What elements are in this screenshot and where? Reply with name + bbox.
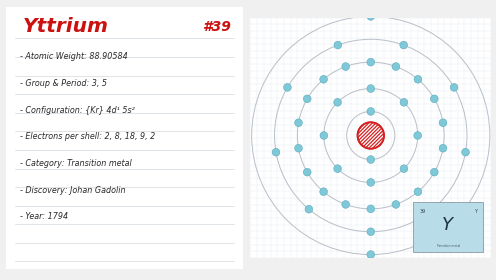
Circle shape [334, 165, 341, 172]
Text: - Year: 1794: - Year: 1794 [20, 213, 68, 221]
Circle shape [439, 119, 447, 127]
Circle shape [367, 58, 374, 66]
FancyBboxPatch shape [243, 10, 496, 265]
Text: Y: Y [442, 216, 453, 234]
Circle shape [320, 75, 327, 83]
Text: - Atomic Weight: 88.90584: - Atomic Weight: 88.90584 [20, 52, 128, 61]
Circle shape [367, 13, 374, 20]
Circle shape [367, 228, 374, 235]
Circle shape [367, 156, 374, 164]
Circle shape [439, 144, 447, 152]
Text: Transition metal: Transition metal [435, 244, 460, 248]
Text: - Configuration: {Kr} 4d¹ 5s²: - Configuration: {Kr} 4d¹ 5s² [20, 106, 135, 115]
Circle shape [304, 95, 311, 103]
Circle shape [295, 144, 303, 152]
Circle shape [304, 168, 311, 176]
Text: Y: Y [474, 209, 477, 214]
Circle shape [450, 83, 458, 91]
Circle shape [342, 200, 350, 208]
Circle shape [320, 132, 328, 139]
Text: - Group & Period: 3, 5: - Group & Period: 3, 5 [20, 79, 107, 88]
Circle shape [367, 108, 374, 115]
Text: - Electrons per shell: 2, 8, 18, 9, 2: - Electrons per shell: 2, 8, 18, 9, 2 [20, 132, 155, 141]
Text: #39: #39 [202, 20, 231, 34]
Circle shape [392, 63, 400, 70]
Circle shape [284, 83, 291, 91]
Circle shape [429, 205, 436, 213]
Circle shape [367, 205, 374, 213]
Circle shape [400, 99, 408, 106]
Circle shape [400, 41, 408, 49]
Text: - Discovery: Johan Gadolin: - Discovery: Johan Gadolin [20, 186, 126, 195]
Circle shape [367, 179, 374, 186]
Circle shape [414, 132, 422, 139]
Circle shape [358, 122, 384, 149]
Circle shape [320, 188, 327, 195]
Text: - Category: Transition metal: - Category: Transition metal [20, 159, 132, 168]
Circle shape [414, 75, 422, 83]
Circle shape [342, 63, 350, 70]
Circle shape [431, 95, 438, 103]
Circle shape [334, 41, 342, 49]
Text: 39: 39 [420, 209, 426, 214]
Circle shape [367, 251, 374, 258]
Circle shape [400, 165, 408, 172]
Circle shape [305, 205, 313, 213]
Circle shape [367, 85, 374, 92]
Circle shape [431, 168, 438, 176]
Circle shape [334, 99, 341, 106]
Circle shape [392, 200, 400, 208]
Text: Yttrium: Yttrium [22, 17, 109, 36]
Circle shape [414, 188, 422, 195]
FancyBboxPatch shape [1, 2, 248, 274]
Circle shape [272, 148, 280, 156]
Circle shape [295, 119, 303, 127]
FancyBboxPatch shape [413, 202, 483, 252]
Circle shape [462, 148, 469, 156]
